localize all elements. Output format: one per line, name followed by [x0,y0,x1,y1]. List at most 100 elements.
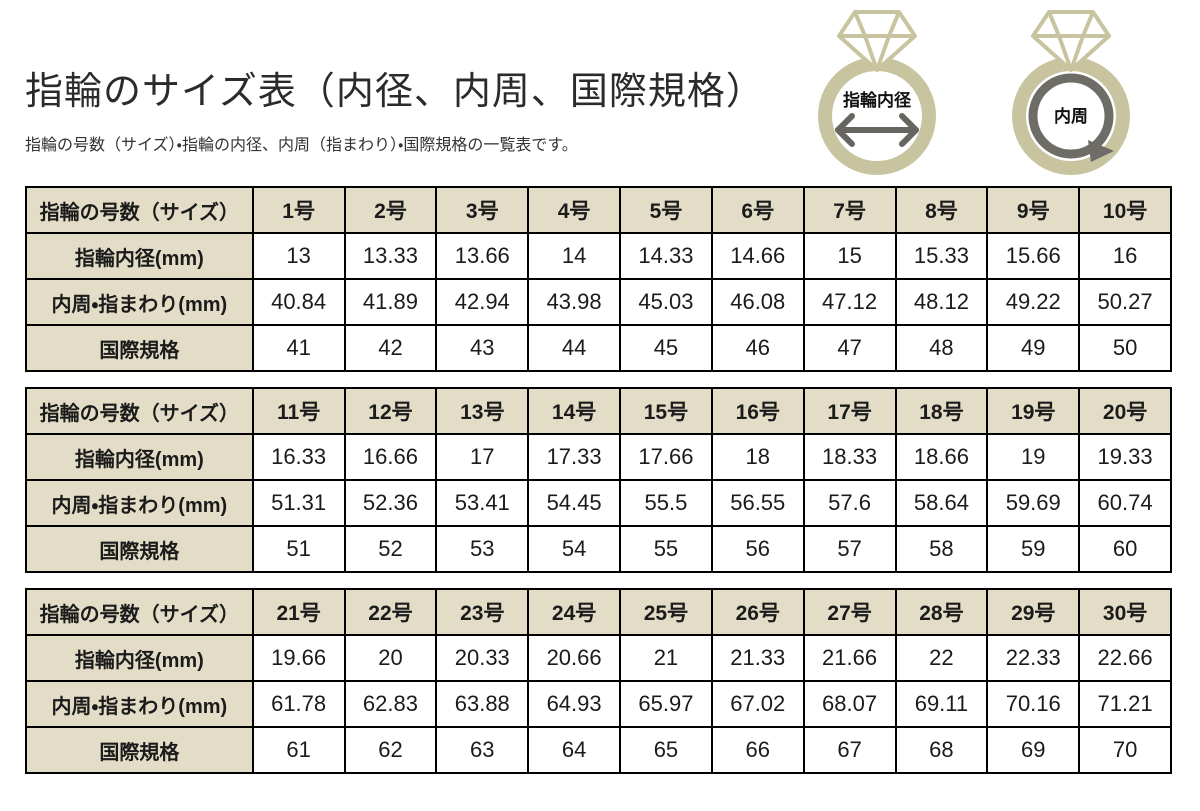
value-cell: 21.66 [802,634,897,682]
table-row: 内周・指まわり(mm) 61.78 62.83 63.88 64.93 65.97 67.0… [25,680,1172,728]
size-header-cell: 29号 [986,588,1081,636]
value-cell: 15 [802,232,897,280]
value-cell: 13 [251,232,346,280]
value-cell: 60.74 [1078,479,1172,527]
value-cell: 50 [1078,324,1172,372]
value-cell: 66 [710,726,805,774]
value-cell: 18 [710,433,805,481]
ring-inner-diameter-label: 指輪内径 [843,90,912,110]
row-label: 内周・指まわり(mm) [25,680,254,728]
value-cell: 68.07 [802,680,897,728]
size-header-cell: 28号 [894,588,989,636]
value-cell: 18.33 [802,433,897,481]
value-cell: 51 [251,525,346,573]
value-cell: 63.88 [435,680,530,728]
value-cell: 20.66 [527,634,622,682]
value-cell: 42 [343,324,438,372]
size-header-cell: 14号 [527,387,622,435]
value-cell: 49 [986,324,1081,372]
value-cell: 57 [802,525,897,573]
value-cell: 57.6 [802,479,897,527]
table-row: 指輪の号数（サイズ） 11号 12号 13号 14号 15号 16号 17号 18号 19号 20号 [25,387,1172,435]
size-header-cell: 20号 [1078,387,1172,435]
value-cell: 55.5 [619,479,713,527]
size-header-cell: 8号 [894,186,989,234]
size-header-cell: 22号 [343,588,438,636]
table-row: 指輪内径(mm) 19.66 20 20.33 20.66 21 21.33 21.66 22 2… [25,634,1172,682]
value-cell: 19 [986,433,1081,481]
value-cell: 53.41 [435,479,530,527]
size-header-cell: 30号 [1078,588,1172,636]
value-cell: 59.69 [986,479,1081,527]
ring-circumference-label: 内周 [1054,106,1088,126]
page-subtitle: 指輪の号数（サイズ）・指輪の内径、内周（指まわり）・国際規格の一覧表です。 [25,137,578,154]
value-cell: 20.33 [435,634,530,682]
value-cell: 41.89 [343,278,438,326]
value-cell: 61 [251,726,346,774]
value-cell: 21 [619,634,713,682]
row-label: 指輪内径(mm) [25,634,254,682]
value-cell: 48 [894,324,989,372]
value-cell: 51.31 [251,479,346,527]
value-cell: 64.93 [527,680,622,728]
value-cell: 14.66 [710,232,805,280]
value-cell: 13.66 [435,232,530,280]
row-label: 指輪の号数（サイズ） [25,387,254,435]
size-tables: 指輪の号数（サイズ） 1号 2号 3号 4号 5号 6号 7号 8号 9号 10号 指輪内径(mm) 1… [25,186,1172,774]
value-cell: 53 [435,525,530,573]
size-header-cell: 3号 [435,186,530,234]
row-label: 指輪の号数（サイズ） [25,186,254,234]
value-cell: 64 [527,726,622,774]
value-cell: 20 [343,634,438,682]
value-cell: 62.83 [343,680,438,728]
value-cell: 59 [986,525,1081,573]
value-cell: 71.21 [1078,680,1172,728]
value-cell: 48.12 [894,278,989,326]
value-cell: 50.27 [1078,278,1172,326]
size-header-cell: 21号 [251,588,346,636]
value-cell: 44 [527,324,622,372]
value-cell: 68 [894,726,989,774]
circumference-arrowhead-icon [1088,140,1114,162]
size-header-cell: 6号 [710,186,805,234]
value-cell: 22.66 [1078,634,1172,682]
diameter-arrow-icon [835,113,919,147]
size-header-cell: 4号 [527,186,622,234]
value-cell: 13.33 [343,232,438,280]
value-cell: 17.33 [527,433,622,481]
value-cell: 47.12 [802,278,897,326]
ring-size-table-2: 指輪の号数（サイズ） 11号 12号 13号 14号 15号 16号 17号 18号 19号 20号… [25,387,1172,573]
row-label: 指輪の号数（サイズ） [25,588,254,636]
size-header-cell: 15号 [619,387,713,435]
value-cell: 22 [894,634,989,682]
table-row: 国際規格 41 42 43 44 45 46 47 48 49 50 [25,324,1172,372]
value-cell: 16.33 [251,433,346,481]
value-cell: 16.66 [343,433,438,481]
size-header-cell: 1号 [251,186,346,234]
size-header-cell: 27号 [802,588,897,636]
value-cell: 43 [435,324,530,372]
value-cell: 70 [1078,726,1172,774]
value-cell: 14 [527,232,622,280]
value-cell: 17.66 [619,433,713,481]
value-cell: 56 [710,525,805,573]
size-header-cell: 24号 [527,588,622,636]
size-header-cell: 10号 [1078,186,1172,234]
table-row: 指輪の号数（サイズ） 1号 2号 3号 4号 5号 6号 7号 8号 9号 10号 [25,186,1172,234]
value-cell: 65.97 [619,680,713,728]
value-cell: 49.22 [986,278,1081,326]
value-cell: 15.66 [986,232,1081,280]
value-cell: 52 [343,525,438,573]
value-cell: 55 [619,525,713,573]
ring-inner-diameter-diagram: 指輪内径 [818,10,936,175]
value-cell: 61.78 [251,680,346,728]
value-cell: 67 [802,726,897,774]
diamond-icon [1031,10,1111,72]
value-cell: 63 [435,726,530,774]
value-cell: 46 [710,324,805,372]
row-label: 指輪内径(mm) [25,433,254,481]
row-label: 国際規格 [25,324,254,372]
row-label: 国際規格 [25,525,254,573]
ring-size-table-1: 指輪の号数（サイズ） 1号 2号 3号 4号 5号 6号 7号 8号 9号 10号 指輪内径(mm) 1… [25,186,1172,372]
